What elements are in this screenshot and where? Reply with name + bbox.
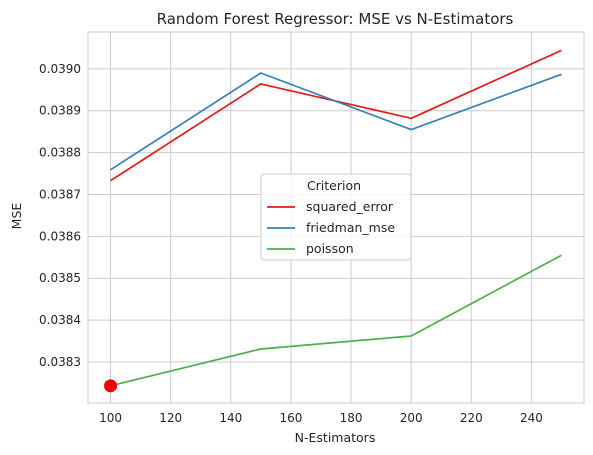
x-tick-label: 220: [460, 411, 483, 425]
y-tick-label: 0.0384: [39, 313, 81, 327]
x-tick-label: 120: [159, 411, 182, 425]
y-tick-label: 0.0387: [39, 187, 81, 201]
legend-box: [260, 173, 412, 261]
tick-labels: 100 120 140 160 180 200 220 240 0.0383 0.0384 0.03…: [39, 62, 543, 425]
series-line-poisson: [110, 254, 562, 387]
series-line-friedman-mse: [110, 72, 562, 171]
y-tick-label: 0.0390: [39, 62, 81, 76]
y-tick-label: 0.0386: [39, 229, 81, 243]
x-tick-label: 240: [520, 411, 543, 425]
legend: Criterion squared_error friedman_msepoiss…: [260, 173, 412, 261]
y-tick-label: 0.0385: [39, 271, 81, 285]
legend-title: Criterion: [307, 178, 361, 193]
x-axis-label: N-Estimators: [295, 430, 376, 445]
x-tick-label: 180: [340, 411, 363, 425]
highlight-point: [104, 379, 118, 393]
x-tick-label: 140: [219, 411, 242, 425]
x-tick-label: 100: [99, 411, 122, 425]
y-tick-label: 0.0389: [39, 104, 81, 118]
y-tick-label: 0.0383: [39, 355, 81, 369]
legend-label: squared_error: [306, 199, 394, 214]
series-layer: [104, 49, 562, 393]
x-tick-label: 200: [400, 411, 423, 425]
series-line-squared-error: [110, 49, 562, 182]
y-tick-label: 0.0388: [39, 146, 81, 160]
legend-label: friedman_mse: [306, 220, 395, 235]
y-axis-label: MSE: [9, 203, 24, 230]
plot-frame: [87, 31, 585, 404]
x-tick-label: 160: [279, 411, 302, 425]
legend-label: poisson: [306, 241, 354, 256]
chart-title: Random Forest Regressor: MSE vs N-Estima…: [157, 10, 514, 28]
